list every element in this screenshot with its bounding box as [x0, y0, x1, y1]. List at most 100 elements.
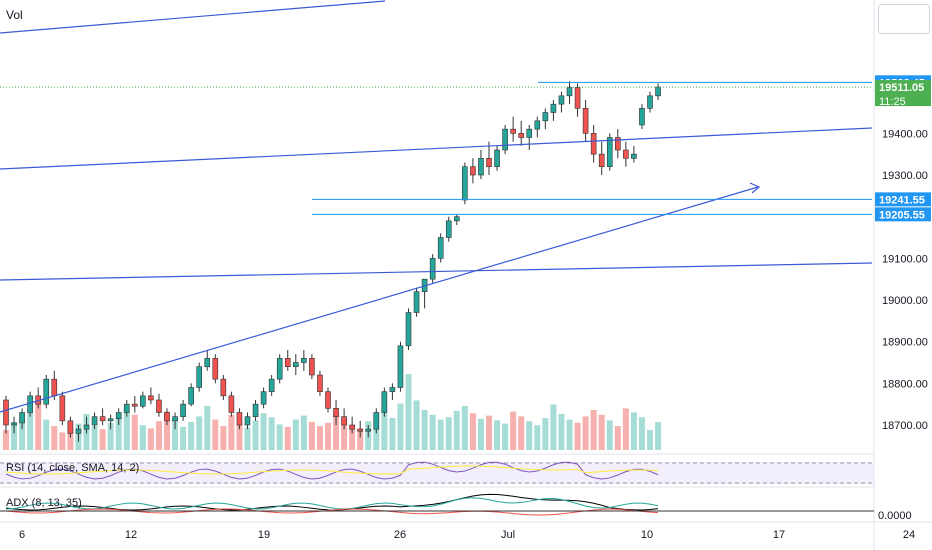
time-tick-label: 10 — [641, 529, 653, 541]
volume-bar — [325, 422, 331, 450]
candle-body — [534, 120, 541, 130]
candle-body — [220, 378, 227, 397]
candle-body — [590, 133, 597, 155]
volume-bar — [228, 414, 235, 450]
volume-bar — [212, 419, 219, 450]
candle-body — [381, 391, 388, 413]
volume-bar — [518, 416, 525, 450]
candle-body — [655, 86, 661, 97]
rsi-label[interactable]: RSI (14, close, SMA, 14, 2) — [6, 462, 140, 474]
candle-body — [83, 424, 90, 430]
volume-bar — [107, 422, 114, 450]
volume-bar — [35, 402, 42, 450]
candle-body — [574, 87, 581, 109]
volume-bar — [590, 410, 597, 450]
candle-body — [606, 137, 613, 167]
volume-bar — [244, 427, 251, 450]
volume-bar — [196, 416, 203, 450]
time-tick-label: 19 — [258, 529, 270, 541]
volume-bar — [123, 408, 130, 450]
volume-bar — [139, 425, 146, 450]
arrow-head-icon — [749, 182, 761, 194]
price-badge-level-a-label: 19241.55 — [879, 194, 925, 206]
volume-bar — [43, 419, 50, 450]
candle-body — [486, 158, 492, 167]
candle-body — [228, 395, 235, 413]
candle-body — [623, 149, 629, 159]
volume-bar — [469, 413, 476, 450]
price-badge-level-b-label: 19205.55 — [879, 209, 925, 221]
candle-body — [244, 416, 251, 426]
candle-body — [558, 95, 565, 105]
time-tick-label: 26 — [394, 529, 406, 541]
time-tick-label: 17 — [773, 529, 785, 541]
volume-bar — [284, 426, 291, 450]
candle-body — [325, 391, 331, 409]
candle-body — [204, 358, 211, 367]
volume-bar — [27, 410, 34, 450]
candle-body — [349, 424, 355, 430]
volume-bar — [341, 418, 348, 450]
volume-bar — [622, 408, 629, 450]
candle-body — [148, 395, 154, 401]
candle-body — [397, 345, 404, 388]
trendline-arrow — [0, 186, 759, 413]
volume-bar — [461, 406, 468, 450]
volume-bar — [147, 428, 154, 450]
volume-bar — [421, 410, 428, 450]
volume-bar — [19, 416, 26, 450]
price-badge-level-a — [875, 192, 931, 207]
candle-body — [252, 403, 259, 417]
candle-body — [156, 399, 162, 413]
chart-settings-box[interactable] — [878, 4, 930, 34]
candle-body — [196, 366, 202, 388]
volume-bar — [453, 410, 460, 450]
volume-bar — [526, 421, 533, 450]
candle-body — [59, 395, 66, 422]
candle-body — [172, 416, 178, 422]
volume-bar — [542, 418, 549, 450]
candle-body — [357, 428, 364, 432]
volume-bar — [188, 422, 195, 450]
time-tick-label: 12 — [125, 529, 137, 541]
candle-body — [132, 403, 138, 407]
price-tick-label: 19400.00 — [882, 128, 928, 140]
rsi-line — [5, 461, 659, 480]
candle-body — [462, 166, 468, 201]
candle-body — [526, 128, 533, 138]
volume-bar — [510, 411, 517, 450]
volume-bar — [486, 415, 492, 450]
volume-bar — [333, 414, 340, 450]
candle-body — [180, 403, 186, 417]
candle-body — [437, 237, 444, 259]
trendline — [0, 0, 386, 34]
volume-bar — [236, 423, 243, 450]
candle-body — [276, 358, 283, 380]
candle-body — [67, 420, 74, 434]
volume-bar — [357, 428, 364, 450]
volume-bar — [268, 417, 275, 450]
volume-bar — [220, 426, 227, 450]
candle-body — [550, 103, 557, 113]
volume-bar — [437, 419, 444, 450]
volume-bar — [67, 427, 74, 450]
candle-body — [341, 416, 347, 426]
candle-body — [115, 412, 122, 420]
candle-body — [19, 412, 25, 424]
volume-bar — [51, 426, 58, 450]
trendline — [0, 127, 873, 170]
candle-body — [445, 220, 452, 238]
volume-bar — [276, 424, 283, 450]
price-tick-label: 18800.00 — [882, 378, 928, 390]
volume-bar — [292, 419, 299, 450]
candle-body — [614, 137, 621, 151]
candle-body — [582, 108, 589, 134]
adx-label[interactable]: ADX (8, 13, 35) — [6, 497, 82, 509]
adx-axis-value: 0.0000 — [878, 510, 912, 522]
volume-bar — [155, 421, 162, 450]
candle-body — [3, 399, 9, 426]
volume-bar — [11, 422, 18, 450]
volume-bar — [598, 414, 605, 450]
